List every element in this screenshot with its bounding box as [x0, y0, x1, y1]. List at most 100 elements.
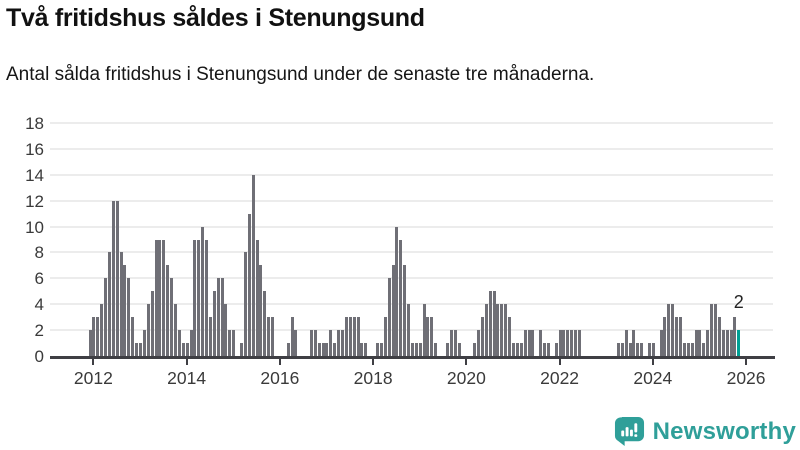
y-tick-label: 6	[34, 269, 44, 289]
bar-month	[150, 291, 154, 356]
bar-month	[477, 330, 480, 356]
bar-month	[100, 304, 104, 356]
bar-month	[193, 239, 197, 356]
bar-month	[294, 330, 298, 356]
bar-month	[453, 330, 457, 356]
bar-month	[177, 330, 181, 356]
bar-month	[251, 174, 255, 356]
gridline	[50, 225, 773, 228]
bar-month	[170, 278, 174, 356]
bar-month	[403, 265, 407, 356]
x-tick	[651, 358, 654, 365]
bar-month	[488, 291, 492, 356]
highlight-value-label: 2	[733, 292, 744, 313]
y-tick-label: 8	[34, 243, 44, 263]
bar-month	[527, 330, 531, 356]
bar-month	[636, 343, 640, 356]
bar-month	[146, 304, 150, 356]
bar-month	[706, 330, 710, 356]
bar-month	[418, 343, 422, 356]
x-tick	[92, 358, 95, 365]
bar-month	[504, 304, 508, 356]
bar-month	[667, 304, 671, 356]
bar-month	[131, 317, 135, 356]
bar-month	[620, 343, 624, 356]
bar-month	[337, 330, 341, 356]
bar-month	[710, 304, 714, 356]
bar-month	[473, 343, 477, 356]
bar-month	[574, 330, 578, 356]
bar-month	[519, 343, 523, 356]
bar-month	[317, 343, 321, 356]
x-tick-label: 2022	[540, 368, 580, 388]
bar-month	[562, 330, 566, 356]
bar-month	[201, 226, 205, 356]
gridline	[50, 277, 773, 280]
x-tick-label: 2012	[73, 368, 113, 388]
bar-month	[651, 343, 655, 356]
bar-month	[679, 317, 683, 356]
y-tick-label: 10	[25, 217, 44, 237]
bar-month	[383, 317, 387, 356]
bar-month	[729, 330, 733, 356]
x-tick-label: 2026	[726, 368, 766, 388]
bar-month	[205, 239, 209, 356]
bar-month	[240, 343, 243, 356]
bar-month	[558, 330, 562, 356]
bar-month	[422, 304, 426, 356]
bar-month	[92, 317, 96, 356]
x-tick-label: 2020	[446, 368, 486, 388]
bar-month	[449, 330, 453, 356]
bar-month	[123, 265, 127, 356]
gridline	[50, 251, 773, 254]
gridline	[50, 122, 773, 125]
y-tick-label: 4	[34, 295, 44, 315]
bar-month	[399, 239, 403, 356]
bar-month	[546, 343, 550, 356]
bar-month	[566, 330, 570, 356]
bar-month	[457, 343, 461, 356]
bar-month	[702, 343, 706, 356]
gridline	[50, 329, 773, 332]
bar-month	[686, 343, 690, 356]
x-tick-label: 2024	[633, 368, 673, 388]
bar-month	[181, 343, 185, 356]
bar-month	[259, 265, 263, 356]
x-tick	[278, 358, 281, 365]
bar-month	[104, 278, 108, 356]
bar-month	[628, 343, 632, 356]
bar-month	[713, 304, 717, 356]
x-tick	[558, 358, 561, 365]
bar-month	[158, 239, 162, 356]
bar-month	[554, 343, 558, 356]
bar-month	[88, 330, 92, 356]
brand-name: Newsworthy	[652, 417, 796, 445]
bar-month	[511, 343, 515, 356]
y-tick-label: 18	[25, 114, 44, 134]
highlighted-bar	[737, 330, 741, 356]
bar-month	[500, 304, 504, 356]
bar-month	[391, 265, 395, 356]
gridline	[50, 173, 773, 176]
bar-month	[531, 330, 535, 356]
bar-month	[640, 343, 644, 356]
bar-month	[543, 343, 547, 356]
bar-month	[515, 343, 519, 356]
bar-month	[508, 317, 512, 356]
bar-month	[480, 317, 484, 356]
bar-month	[663, 317, 667, 356]
bar-month	[721, 330, 725, 356]
bar-month	[228, 330, 232, 356]
bar-month	[119, 252, 123, 356]
bar-month	[523, 330, 527, 356]
bar-month	[539, 330, 543, 356]
x-tick-label: 2016	[260, 368, 300, 388]
bar-month	[232, 330, 236, 356]
bar-month	[364, 343, 368, 356]
bar-month	[185, 343, 189, 356]
bar-month	[309, 330, 313, 356]
bar-month	[321, 343, 325, 356]
bar-month	[325, 343, 329, 356]
bar-month	[162, 239, 166, 356]
bar-month	[410, 343, 414, 356]
